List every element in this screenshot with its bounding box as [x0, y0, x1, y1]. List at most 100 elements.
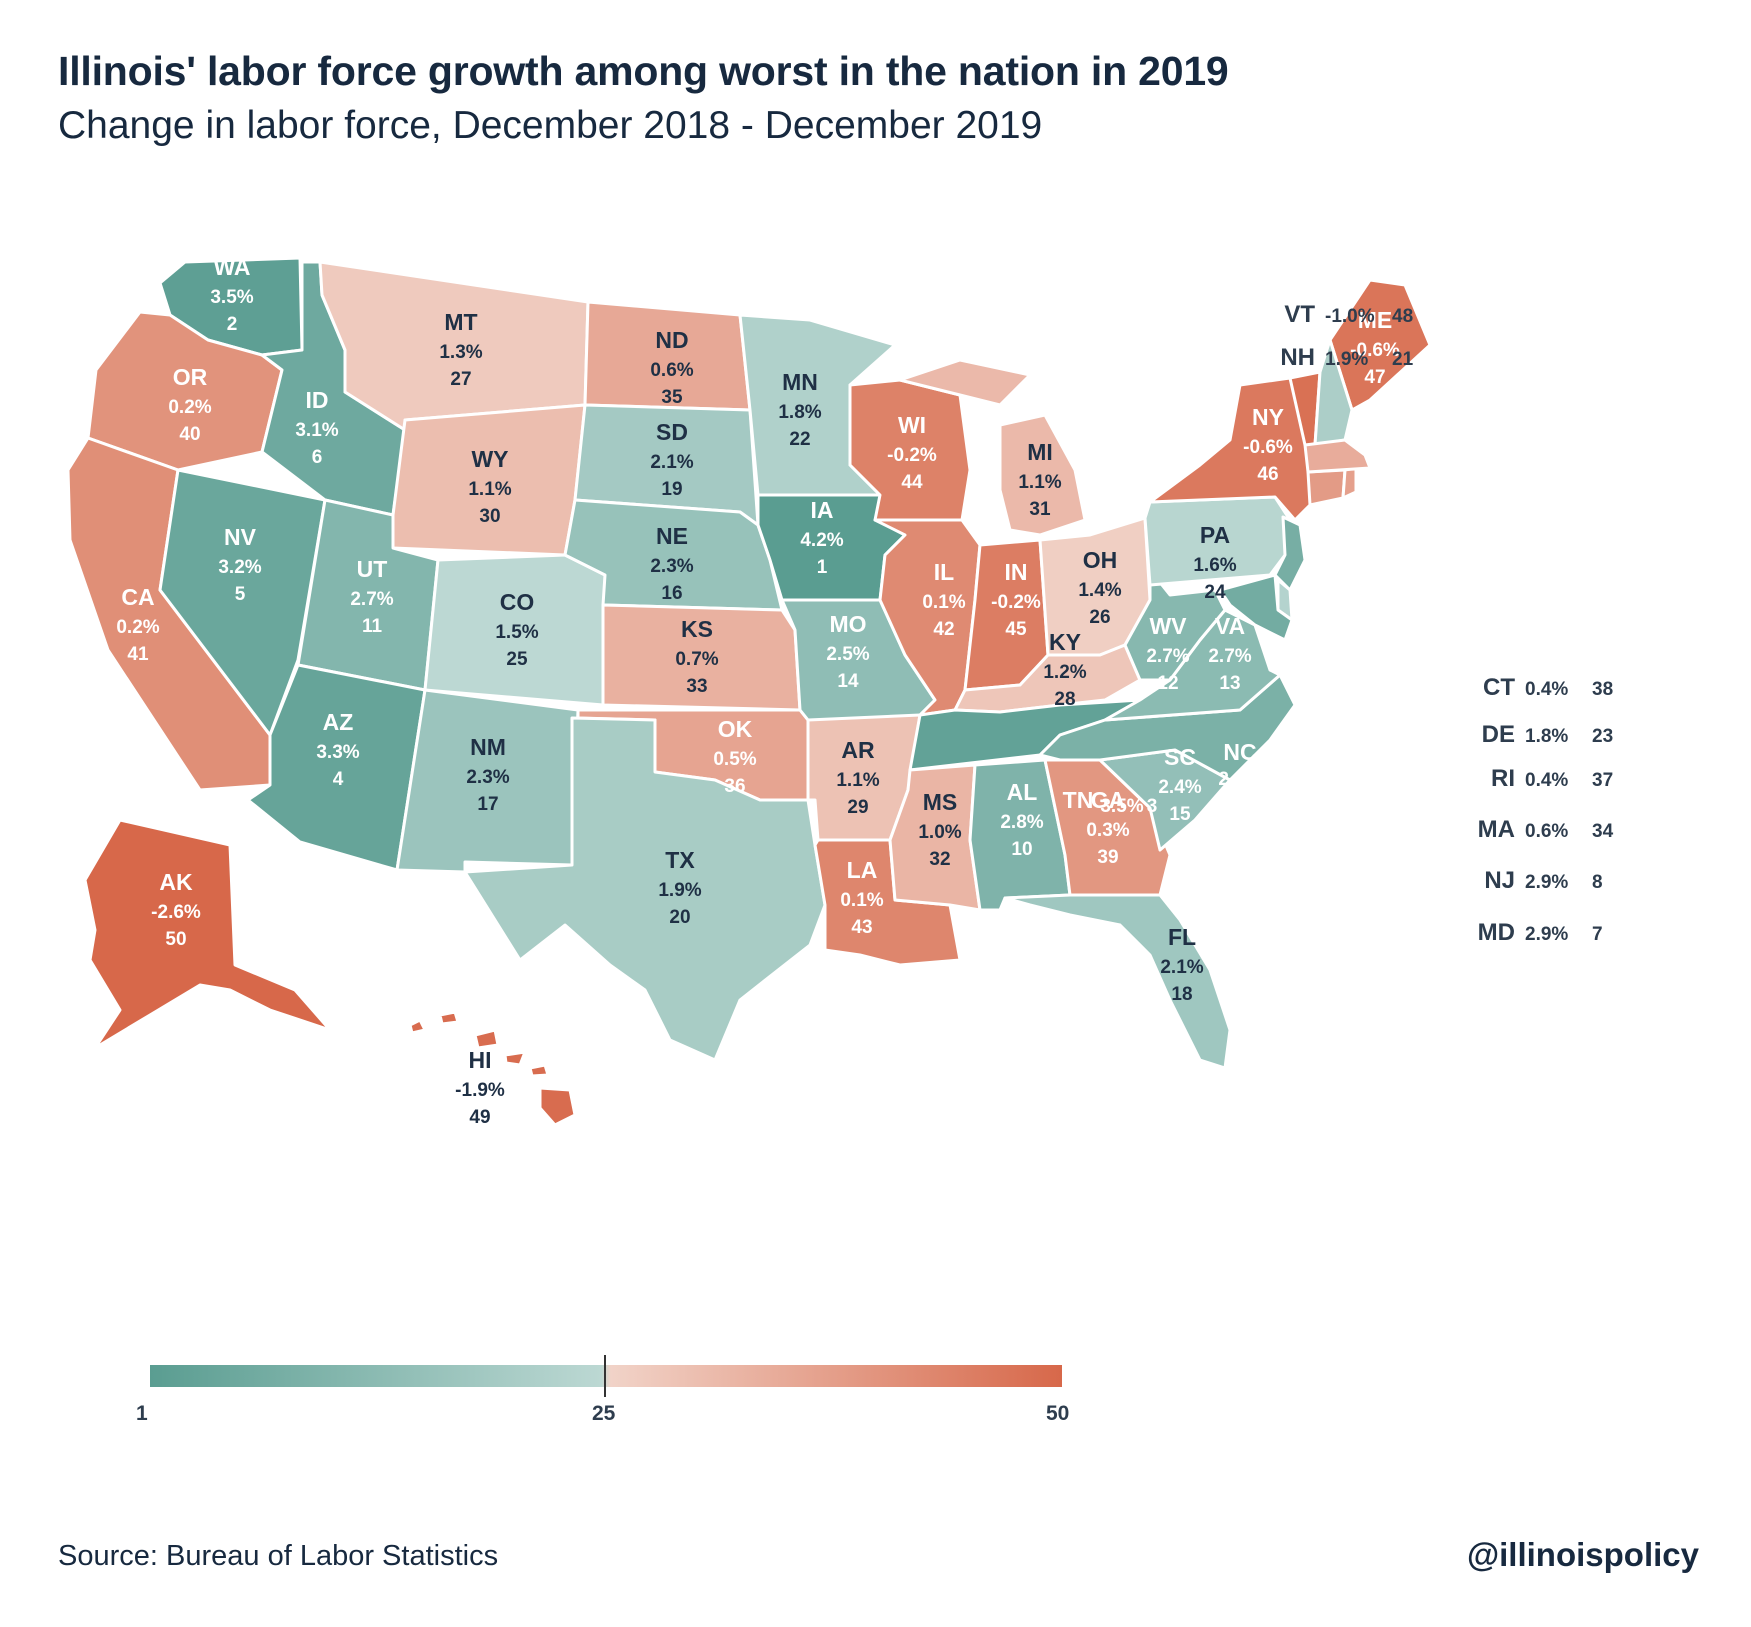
state-change-mt: 1.3% [439, 342, 482, 363]
state-rank-nm: 17 [477, 794, 498, 815]
state-rank-or: 40 [179, 424, 200, 445]
state-label-ms: MS [923, 789, 958, 815]
state-label-wa: WA [213, 254, 250, 280]
state-label-oh: OH [1083, 547, 1118, 573]
state-rank-va: 13 [1219, 673, 1240, 694]
state-change-hi: -1.9% [455, 1080, 505, 1101]
state-rank-ca: 41 [127, 644, 149, 665]
state-rank-wy: 30 [479, 506, 500, 527]
chart-title: Illinois' labor force growth among worst… [58, 48, 1229, 94]
legend-color-scale [150, 1365, 1062, 1387]
state-change-nm: 2.3% [466, 767, 509, 788]
state-rank-wi: 44 [901, 472, 923, 493]
state-fl [1003, 893, 1232, 1070]
side-rank-ri: 37 [1592, 770, 1613, 791]
state-label-sc: SC [1164, 744, 1196, 770]
state-ri [1341, 466, 1358, 500]
state-change-nc: 2.9% [1218, 769, 1261, 790]
chart-subtitle: Change in labor force, December 2018 - D… [58, 104, 1043, 147]
state-change-mn: 1.8% [778, 402, 821, 423]
state-rank-ut: 11 [362, 616, 383, 637]
side-change-ma: 0.6% [1525, 821, 1568, 842]
state-rank-pa: 24 [1204, 582, 1226, 603]
side-change-ri: 0.4% [1525, 770, 1568, 791]
state-rank-fl: 18 [1171, 984, 1192, 1005]
state-label-tx: TX [665, 847, 695, 873]
state-rank-me: 47 [1364, 367, 1385, 388]
state-rank-al: 10 [1011, 839, 1032, 860]
side-rank-de: 23 [1592, 726, 1613, 747]
state-change-ut: 2.7% [350, 589, 393, 610]
state-rank-ks: 33 [686, 676, 707, 697]
state-change-la: 0.1% [840, 890, 883, 911]
state-label-nv: NV [224, 524, 257, 550]
state-tx [463, 716, 827, 1062]
side-change-vt: -1.0% [1325, 306, 1375, 327]
state-label-fl: FL [1168, 924, 1196, 950]
state-rank-oh: 26 [1089, 607, 1110, 628]
side-rank-ma: 34 [1592, 821, 1614, 842]
state-ma [1303, 438, 1372, 474]
state-change-ky: 1.2% [1043, 662, 1086, 683]
state-change-co: 1.5% [495, 622, 538, 643]
state-md [1218, 573, 1294, 642]
side-rank-vt: 48 [1392, 306, 1413, 327]
state-change-ok: 0.5% [713, 749, 756, 770]
state-change-ia: 4.2% [800, 530, 843, 551]
state-change-pa: 1.6% [1193, 555, 1236, 576]
state-change-wi: -0.2% [887, 445, 937, 466]
state-change-oh: 1.4% [1078, 580, 1121, 601]
side-change-nh: 1.9% [1325, 349, 1368, 370]
state-change-ga: 0.3% [1086, 820, 1129, 841]
state-rank-co: 25 [506, 649, 528, 670]
state-rank-wv: 12 [1157, 673, 1178, 694]
state-label-wi: WI [898, 412, 926, 438]
state-rank-ak: 50 [165, 929, 186, 950]
state-rank-il: 42 [933, 619, 954, 640]
state-label-ks: KS [681, 616, 713, 642]
state-change-fl: 2.1% [1160, 957, 1203, 978]
side-change-de: 1.8% [1525, 726, 1568, 747]
state-label-nd: ND [655, 327, 688, 353]
state-label-tn: TN [1063, 787, 1094, 813]
state-label-ca: CA [121, 584, 154, 610]
state-change-sd: 2.1% [650, 452, 693, 473]
state-rank-ga: 39 [1097, 847, 1118, 868]
state-change-ar: 1.1% [836, 770, 879, 791]
state-rank-nv: 5 [235, 584, 246, 605]
state-rank-mo: 14 [837, 671, 859, 692]
state-rank-nc: 9 [1293, 769, 1304, 790]
state-change-wy: 1.1% [468, 479, 511, 500]
state-rank-nd: 35 [661, 387, 683, 408]
state-label-mn: MN [782, 369, 818, 395]
state-change-nd: 0.6% [650, 360, 693, 381]
state-rank-wa: 2 [227, 314, 238, 335]
side-label-ma: MA [1478, 816, 1515, 843]
state-rank-in: 45 [1005, 619, 1027, 640]
side-rank-md: 7 [1592, 924, 1603, 945]
side-label-nh: NH [1280, 344, 1315, 371]
state-change-me: -0.6% [1350, 340, 1400, 361]
state-change-ca: 0.2% [116, 617, 159, 638]
state-rank-tx: 20 [669, 907, 690, 928]
state-change-wa: 3.5% [210, 287, 253, 308]
state-label-ky: KY [1049, 629, 1081, 655]
state-label-il: IL [934, 559, 954, 585]
state-change-id: 3.1% [295, 420, 338, 441]
state-label-nm: NM [470, 734, 506, 760]
state-rank-mt: 27 [450, 369, 471, 390]
state-label-ny: NY [1252, 404, 1284, 430]
state-change-al: 2.8% [1000, 812, 1043, 833]
state-label-me: ME [1358, 307, 1393, 333]
state-rank-sc: 15 [1169, 804, 1191, 825]
state-ak [83, 818, 332, 1050]
state-rank-tn: 3 [1147, 796, 1158, 817]
state-change-sc: 2.4% [1158, 777, 1201, 798]
state-rank-ms: 32 [929, 849, 950, 870]
state-label-wv: WV [1149, 613, 1187, 639]
state-label-ga: GA [1091, 787, 1126, 813]
state-ct [1306, 468, 1347, 507]
state-rank-ia: 1 [817, 557, 828, 578]
side-label-ct: CT [1483, 674, 1515, 701]
